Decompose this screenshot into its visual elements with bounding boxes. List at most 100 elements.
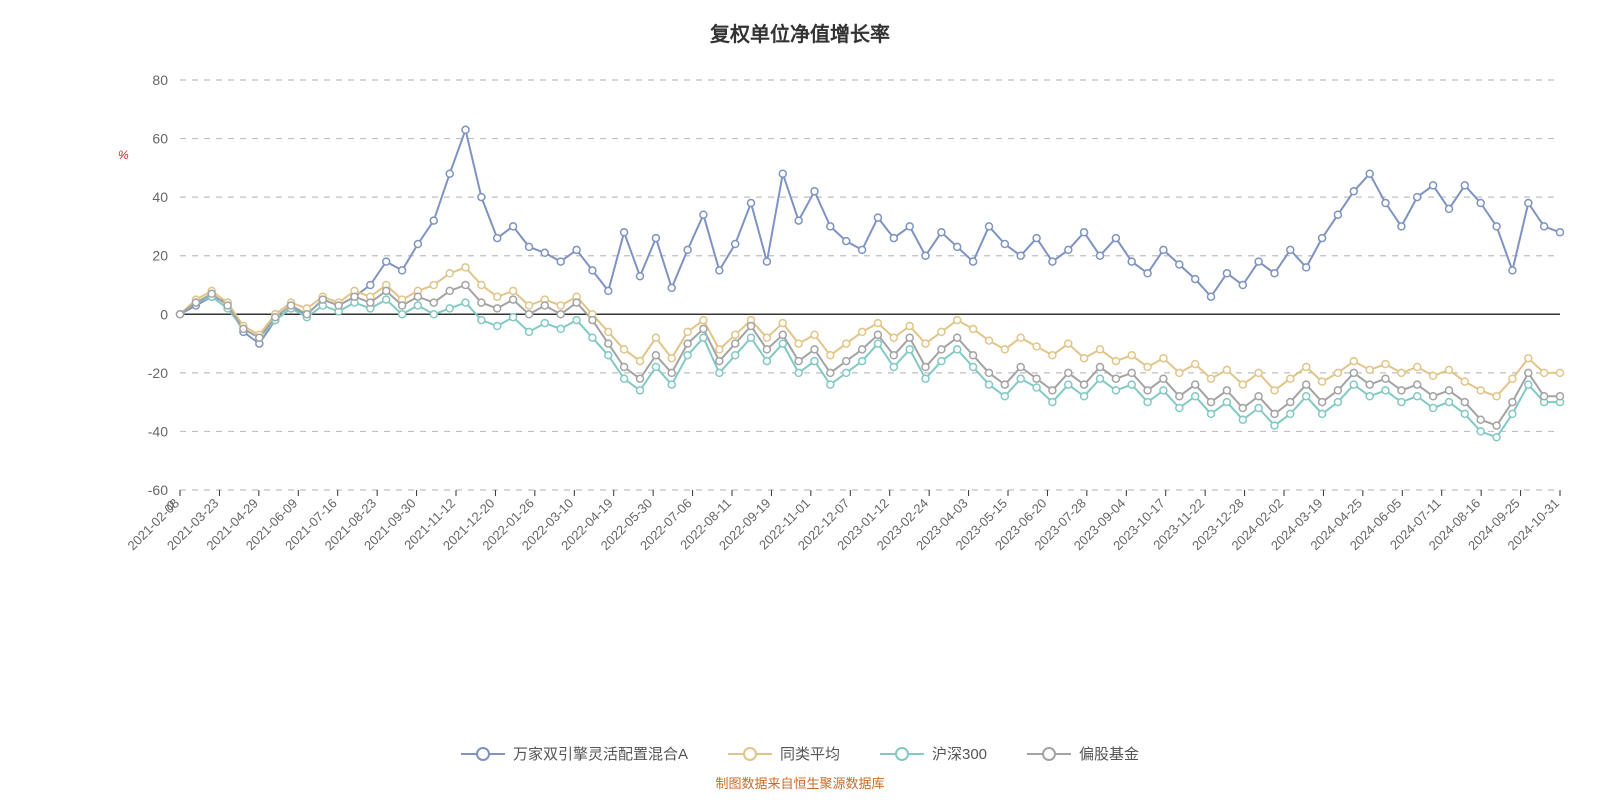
series-marker bbox=[399, 302, 406, 309]
series-marker bbox=[1239, 282, 1246, 289]
series-marker bbox=[795, 369, 802, 376]
series-marker bbox=[589, 317, 596, 324]
legend-swatch bbox=[880, 747, 924, 761]
series-marker bbox=[700, 317, 707, 324]
y-tick-label: 80 bbox=[152, 72, 168, 88]
series-marker bbox=[652, 352, 659, 359]
series-marker bbox=[811, 358, 818, 365]
series-marker bbox=[1001, 393, 1008, 400]
series-marker bbox=[986, 381, 993, 388]
series-marker bbox=[541, 302, 548, 309]
series-marker bbox=[716, 346, 723, 353]
series-marker bbox=[1033, 343, 1040, 350]
series-marker bbox=[1430, 393, 1437, 400]
series-marker bbox=[1414, 194, 1421, 201]
series-marker bbox=[1097, 346, 1104, 353]
series-marker bbox=[1033, 384, 1040, 391]
series-marker bbox=[1081, 355, 1088, 362]
series-marker bbox=[1128, 369, 1135, 376]
legend-item: 万家双引擎灵活配置混合A bbox=[461, 743, 688, 764]
series-marker bbox=[1319, 399, 1326, 406]
series-marker bbox=[510, 314, 517, 321]
series-marker bbox=[779, 340, 786, 347]
series-marker bbox=[573, 299, 580, 306]
series-marker bbox=[922, 364, 929, 371]
series-marker bbox=[827, 352, 834, 359]
series-marker bbox=[843, 369, 850, 376]
series-marker bbox=[494, 305, 501, 312]
legend-item: 沪深300 bbox=[880, 743, 987, 764]
series-marker bbox=[1366, 170, 1373, 177]
legend-label: 沪深300 bbox=[932, 743, 987, 764]
series-marker bbox=[954, 334, 961, 341]
series-marker bbox=[652, 364, 659, 371]
series-marker bbox=[1160, 246, 1167, 253]
series-marker bbox=[557, 258, 564, 265]
series-marker bbox=[1208, 293, 1215, 300]
series-marker bbox=[827, 223, 834, 230]
series-marker bbox=[1128, 381, 1135, 388]
series-marker bbox=[1541, 393, 1548, 400]
series-marker bbox=[1065, 381, 1072, 388]
series-marker bbox=[1223, 270, 1230, 277]
series-marker bbox=[1065, 246, 1072, 253]
series-marker bbox=[399, 311, 406, 318]
series-marker bbox=[637, 273, 644, 280]
series-marker bbox=[906, 334, 913, 341]
series-marker bbox=[1097, 252, 1104, 259]
chart-legend: 万家双引擎灵活配置混合A同类平均沪深300偏股基金 bbox=[0, 743, 1600, 764]
series-marker bbox=[827, 381, 834, 388]
series-marker bbox=[1334, 211, 1341, 218]
series-marker bbox=[1398, 399, 1405, 406]
series-marker bbox=[1477, 416, 1484, 423]
series-marker bbox=[1160, 375, 1167, 382]
series-marker bbox=[859, 346, 866, 353]
series-marker bbox=[668, 369, 675, 376]
series-marker bbox=[605, 328, 612, 335]
series-marker bbox=[1144, 387, 1151, 394]
series-marker bbox=[1287, 375, 1294, 382]
series-marker bbox=[1382, 200, 1389, 207]
series-marker bbox=[1271, 422, 1278, 429]
series-marker bbox=[1477, 428, 1484, 435]
series-marker bbox=[367, 282, 374, 289]
series-marker bbox=[890, 334, 897, 341]
series-marker bbox=[1477, 200, 1484, 207]
series-marker bbox=[1319, 235, 1326, 242]
series-marker bbox=[1493, 434, 1500, 441]
series-marker bbox=[462, 126, 469, 133]
series-marker bbox=[748, 334, 755, 341]
series-marker bbox=[1461, 399, 1468, 406]
series-marker bbox=[589, 267, 596, 274]
series-marker bbox=[970, 364, 977, 371]
series-marker bbox=[779, 331, 786, 338]
series-line bbox=[180, 285, 1560, 426]
series-marker bbox=[414, 293, 421, 300]
series-marker bbox=[1287, 399, 1294, 406]
series-marker bbox=[1017, 334, 1024, 341]
series-marker bbox=[748, 323, 755, 330]
series-marker bbox=[986, 223, 993, 230]
series-marker bbox=[1239, 416, 1246, 423]
series-marker bbox=[1176, 405, 1183, 412]
series-marker bbox=[1144, 270, 1151, 277]
series-marker bbox=[779, 170, 786, 177]
series-marker bbox=[874, 331, 881, 338]
series-marker bbox=[843, 238, 850, 245]
series-marker bbox=[526, 311, 533, 318]
series-marker bbox=[1446, 399, 1453, 406]
series-marker bbox=[573, 246, 580, 253]
series-marker bbox=[1493, 422, 1500, 429]
series-marker bbox=[843, 340, 850, 347]
series-marker bbox=[621, 346, 628, 353]
series-marker bbox=[906, 323, 913, 330]
series-marker bbox=[1176, 393, 1183, 400]
series-marker bbox=[748, 200, 755, 207]
series-marker bbox=[716, 267, 723, 274]
series-marker bbox=[637, 358, 644, 365]
series-marker bbox=[319, 296, 326, 303]
series-marker bbox=[763, 334, 770, 341]
legend-label: 万家双引擎灵活配置混合A bbox=[513, 743, 688, 764]
series-marker bbox=[1287, 246, 1294, 253]
series-marker bbox=[1541, 369, 1548, 376]
